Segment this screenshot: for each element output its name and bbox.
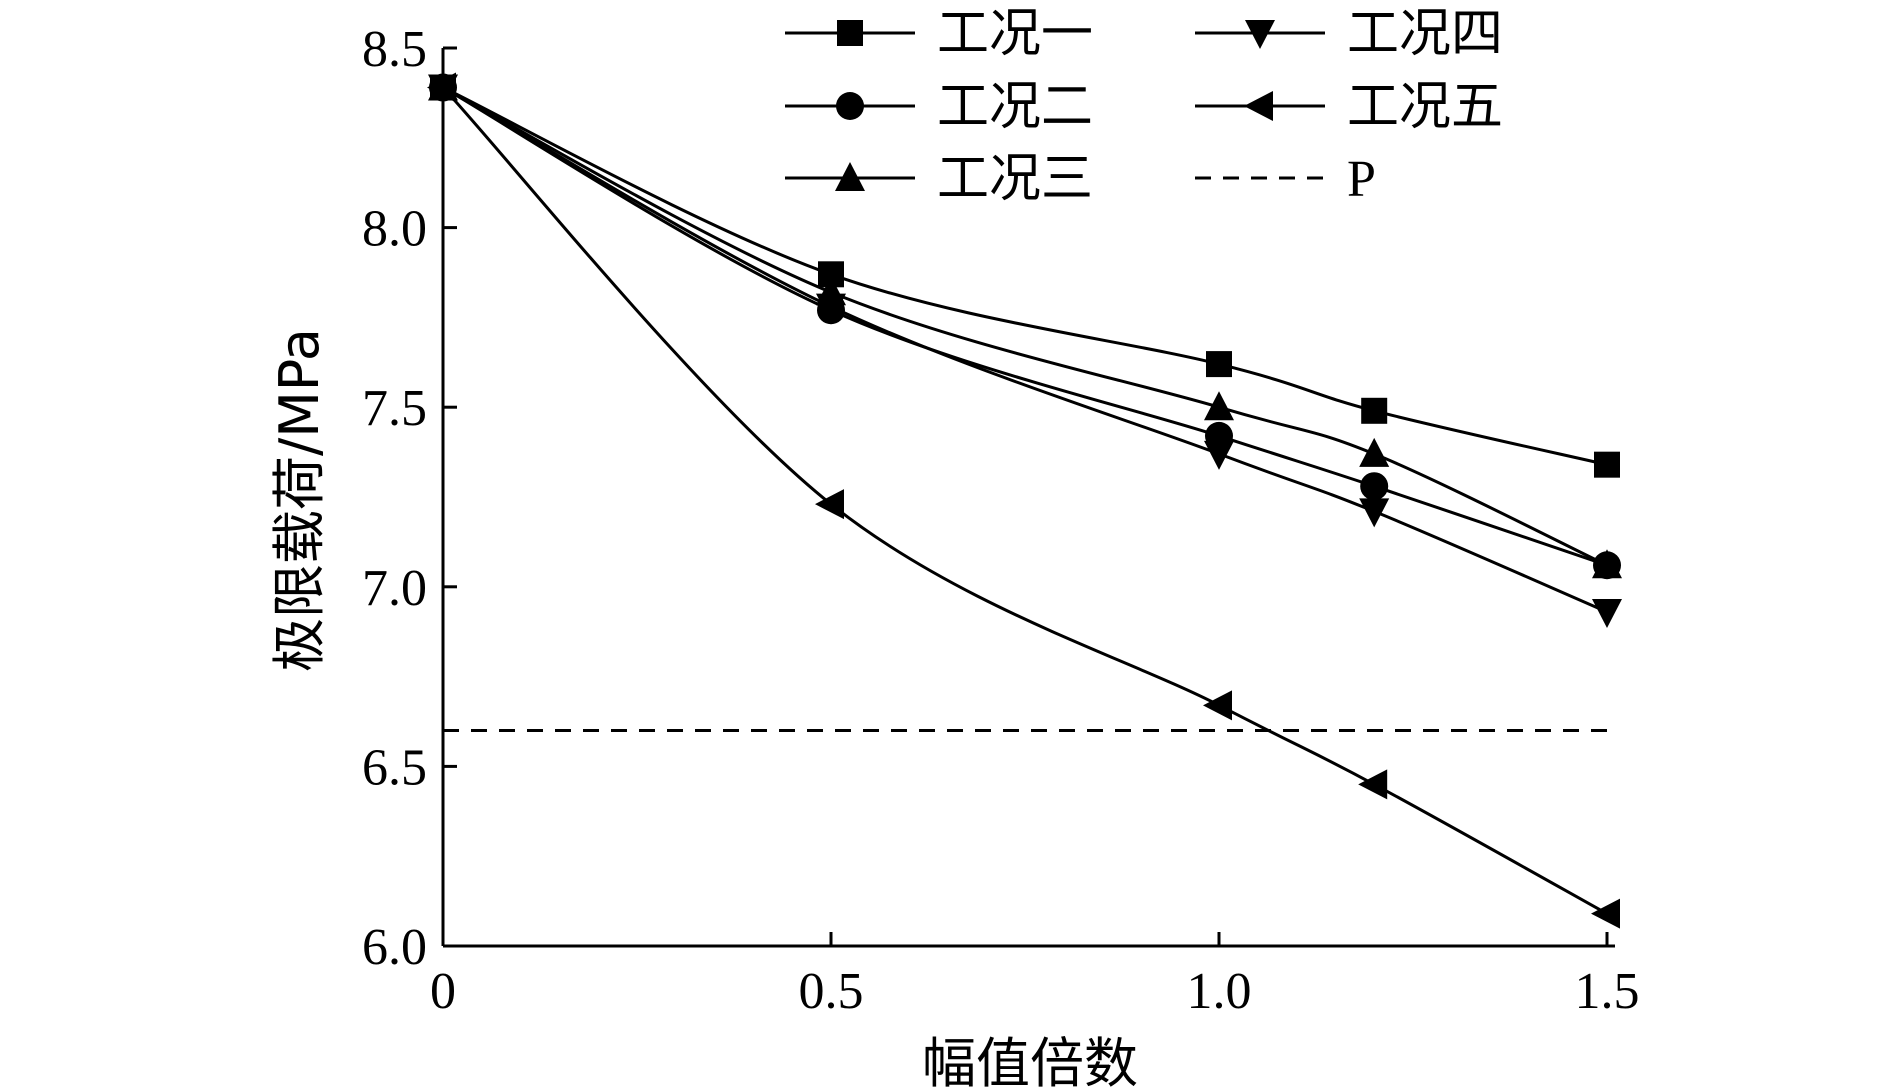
series-line-5 [441,86,1608,916]
data-point-series-4 [1592,598,1622,628]
data-point-series-5 [815,489,844,520]
data-point-series-3 [1592,549,1622,579]
data-point-series-4 [1204,440,1234,470]
data-point-series-5 [1358,769,1388,800]
x-tick-label: 1.0 [1187,963,1252,1020]
legend-label: 工况三 [937,149,1093,209]
x-tick-label: 0 [430,963,456,1020]
data-point-series-5 [1591,898,1620,929]
legend-marker [835,162,865,191]
series-line-4 [442,86,1608,614]
y-tick-label: 8.0 [362,201,427,258]
legend-item: 工况一 [785,4,1093,64]
legend-label: 工况五 [1347,77,1503,137]
data-point-series-1 [1361,397,1388,424]
legend-label: 工况二 [937,77,1093,137]
legend-label: 工况一 [937,4,1093,64]
data-point-series-5 [427,72,456,103]
legend-marker [1244,91,1273,121]
data-point-series-4 [1359,498,1390,528]
y-axis-label: 极限载荷/MPa [268,328,331,672]
marker-layer [427,71,1622,929]
legend-item: 工况四 [1195,4,1503,64]
x-axis-label: 幅值倍数 [922,1032,1138,1088]
data-point-series-4 [816,293,846,323]
legend-marker [1245,20,1275,49]
y-tick-label: 6.5 [362,739,427,796]
y-tick-label: 7.0 [362,560,427,617]
series-line-2 [442,86,1608,567]
data-point-series-2 [1360,472,1389,501]
y-tick-label: 8.5 [362,21,427,78]
series-line-3 [442,86,1608,567]
data-point-series-1 [1594,451,1620,478]
legend-item: P [1195,151,1376,208]
x-tick-label: 0.5 [799,963,864,1020]
legend-item: 工况五 [1195,77,1503,137]
data-point-series-5 [1203,690,1232,721]
legend-label: P [1347,151,1376,208]
legend-label: 工况四 [1347,4,1503,64]
series-layer [441,86,1608,916]
y-tick-label: 6.0 [362,919,427,976]
legend-item: 工况二 [785,77,1093,137]
series-line-1 [442,86,1608,467]
x-tick-label: 1.5 [1575,963,1640,1020]
data-point-series-3 [1359,437,1390,467]
legend-marker [837,20,863,46]
legend-marker [836,92,864,120]
legend-item: 工况三 [785,149,1093,209]
y-tick-label: 7.5 [362,380,427,437]
data-point-series-1 [1206,351,1232,378]
ticks: 6.0 6.5 7.0 7.5 8.0 8.5 0 0.5 1.0 1.5 [362,21,1640,1020]
axes [441,48,1615,948]
data-point-series-3 [1204,391,1234,421]
